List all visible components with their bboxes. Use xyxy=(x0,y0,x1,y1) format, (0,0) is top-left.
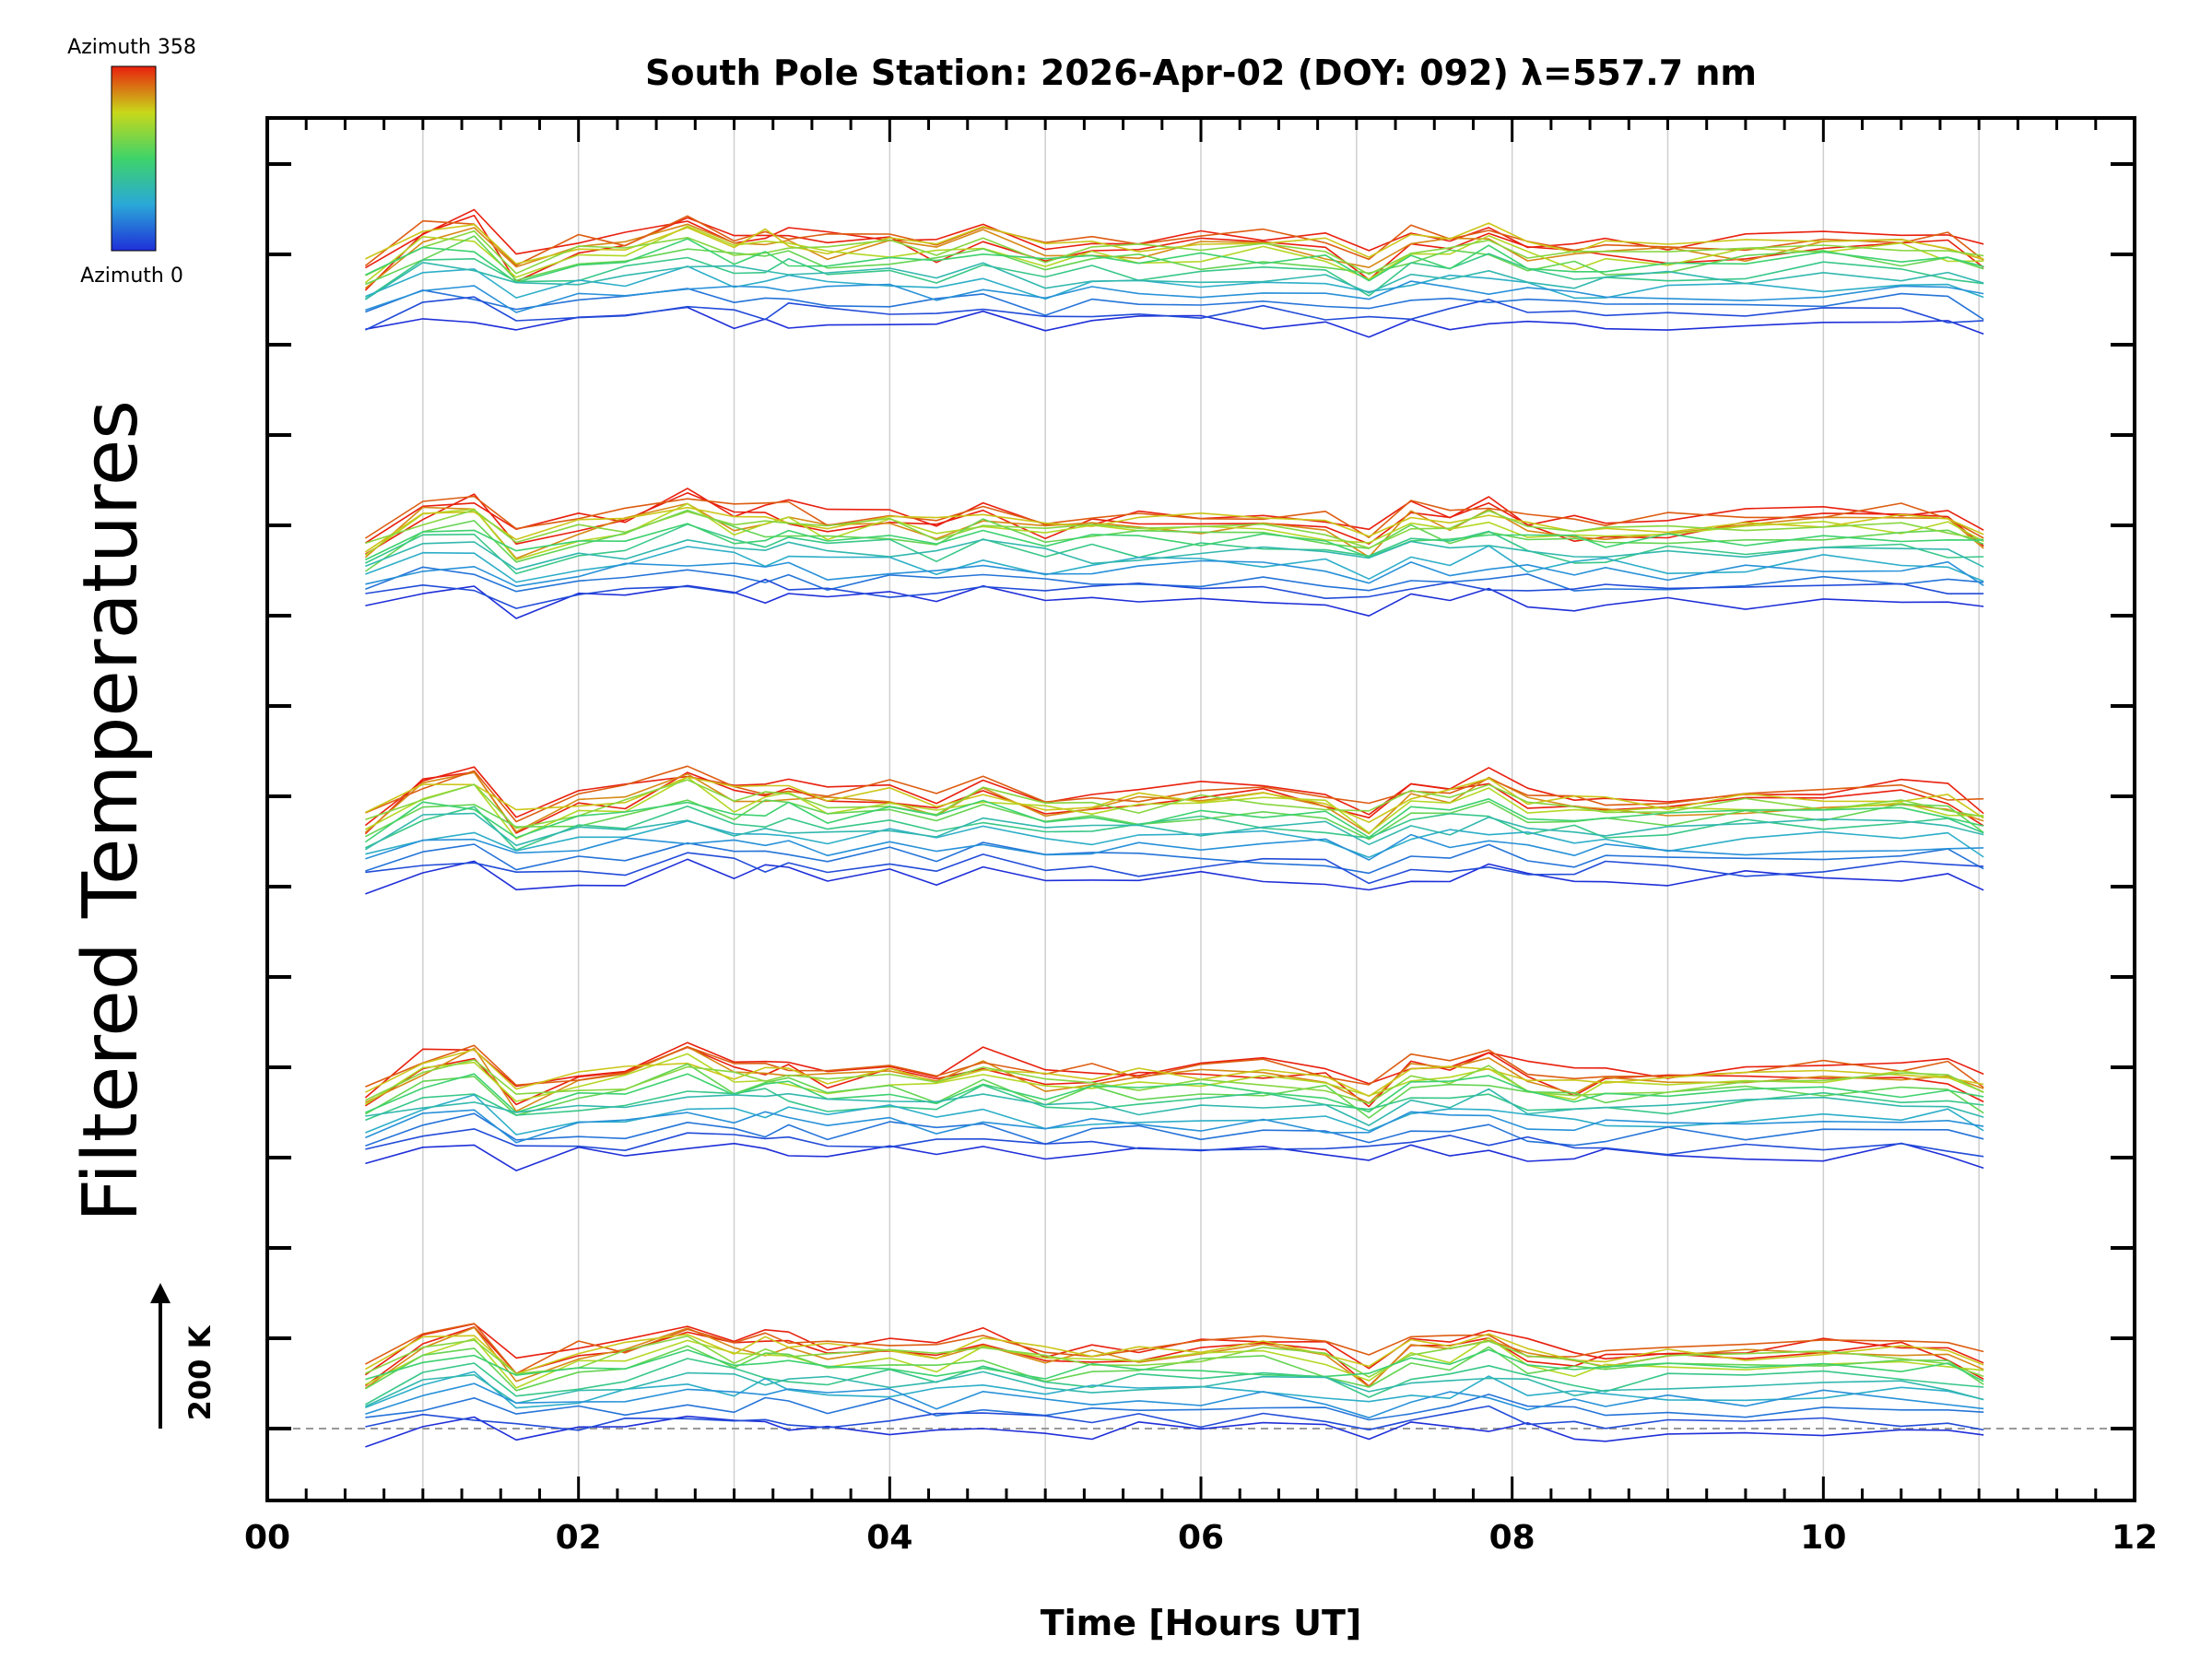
azimuth-series-line xyxy=(365,1371,1984,1409)
colorbar-top-label: Azimuth 358 xyxy=(67,36,196,59)
azimuth-series-line xyxy=(365,1335,1984,1378)
x-axis-label: Time [Hours UT] xyxy=(1041,1603,1362,1643)
azimuth-series-line xyxy=(365,1323,1984,1375)
azimuth-series-line xyxy=(365,1088,1984,1126)
azimuth-series-line xyxy=(365,0,1983,40)
azimuth-series-line xyxy=(365,0,1983,21)
azimuth-series-line xyxy=(365,1415,1984,1448)
azimuth-series-line xyxy=(365,805,1984,852)
x-tick-label: 04 xyxy=(866,1519,912,1557)
axes: 00 02 04 06 08 10 12 xyxy=(244,116,2158,1557)
azimuth-series-line xyxy=(364,1053,1984,1105)
scale-arrow-icon xyxy=(150,1283,171,1303)
azimuth-series-line xyxy=(365,1336,1984,1389)
azimuth-series-line xyxy=(365,222,1984,265)
azimuth-series-line xyxy=(364,771,1984,835)
azimuth-series-line xyxy=(365,1044,1984,1088)
azimuth-series-line xyxy=(365,0,1983,18)
azimuth-series-line xyxy=(364,1323,1984,1376)
azimuth-series-line xyxy=(365,578,1984,609)
azimuth-series-line xyxy=(365,1073,1984,1113)
azimuth-series-line xyxy=(365,841,1984,875)
azimuth-series-line xyxy=(365,13,1983,50)
azimuth-series-line xyxy=(365,1128,1984,1158)
azimuth-series-line xyxy=(365,509,1984,549)
x-tick-label: 12 xyxy=(2112,1519,2158,1557)
azimuth-series-line xyxy=(365,1394,1984,1421)
azimuth-series-line xyxy=(365,559,1984,588)
azimuth-series-line xyxy=(365,238,1984,284)
azimuth-series-line xyxy=(365,1109,1984,1144)
azimuth-series-line xyxy=(365,1348,1984,1382)
colorbar xyxy=(111,65,157,252)
x-tick-label: 08 xyxy=(1489,1519,1535,1557)
azimuth-series-line xyxy=(365,1059,1984,1104)
azimuth-series-line xyxy=(364,495,1984,539)
azimuth-series-line xyxy=(365,1084,1984,1122)
azimuth-series-line xyxy=(365,1049,1984,1098)
azimuth-series-line xyxy=(365,820,1984,859)
colorbar-bottom-label: Azimuth 0 xyxy=(80,265,183,288)
azimuth-series-line xyxy=(365,288,1984,321)
azimuth-series-line xyxy=(365,0,1983,26)
azimuth-series-line xyxy=(364,1041,1984,1099)
azimuth-series-line xyxy=(365,776,1984,824)
azimuth-series-line xyxy=(364,488,1984,544)
azimuth-series-line xyxy=(365,584,1984,619)
azimuth-series-line xyxy=(364,506,1984,553)
x-tick-label: 02 xyxy=(556,1519,602,1557)
azimuth-series-line xyxy=(365,1333,1984,1375)
azimuth-series-line xyxy=(365,22,1983,53)
x-tick-label: 10 xyxy=(1800,1519,1846,1557)
azimuth-series-line xyxy=(365,0,1983,10)
azimuth-series-line xyxy=(364,261,1984,300)
scale-bar: 200 K xyxy=(150,1283,218,1429)
x-tick-label: 00 xyxy=(244,1519,290,1557)
x-tick-label: 06 xyxy=(1178,1519,1224,1557)
azimuth-series-line xyxy=(365,833,1984,861)
azimuth-series-line xyxy=(365,0,1983,11)
azimuth-series-line xyxy=(365,0,1983,3)
azimuth-series-line xyxy=(365,296,1984,331)
series-group xyxy=(364,0,1984,1448)
azimuth-series-line xyxy=(365,1405,1984,1431)
azimuth-series-line xyxy=(365,545,1984,583)
azimuth-series-line xyxy=(365,776,1984,840)
azimuth-series-line xyxy=(365,306,1984,338)
azimuth-series-line xyxy=(364,771,1984,835)
azimuth-series-line xyxy=(364,1345,1984,1392)
azimuth-series-line xyxy=(365,1142,1984,1171)
azimuth-series-line xyxy=(364,766,1984,827)
azimuth-series-line xyxy=(364,812,1984,851)
azimuth-series-line xyxy=(365,229,1984,276)
azimuth-series-line xyxy=(365,779,1984,830)
chart-title: South Pole Station: 2026-Apr-02 (DOY: 09… xyxy=(645,53,1757,93)
azimuth-series-line xyxy=(365,1358,1984,1406)
azimuth-series-line xyxy=(365,523,1984,561)
y-axis-label: Filtered Temperatures xyxy=(67,400,155,1222)
azimuth-series-line xyxy=(365,0,1983,9)
azimuth-series-line xyxy=(365,1382,1984,1418)
azimuth-series-line xyxy=(365,858,1984,895)
azimuth-series-line xyxy=(365,852,1984,885)
azimuth-series-line xyxy=(365,1112,1984,1147)
azimuth-series-line xyxy=(365,566,1984,593)
azimuth-series-line xyxy=(365,1371,1984,1407)
scale-bar-label: 200 K xyxy=(182,1324,218,1420)
azimuth-series-line xyxy=(365,280,1984,313)
azimuth-series-line xyxy=(365,538,1984,571)
azimuth-series-line xyxy=(364,215,1984,267)
azimuth-series-line xyxy=(365,765,1984,823)
